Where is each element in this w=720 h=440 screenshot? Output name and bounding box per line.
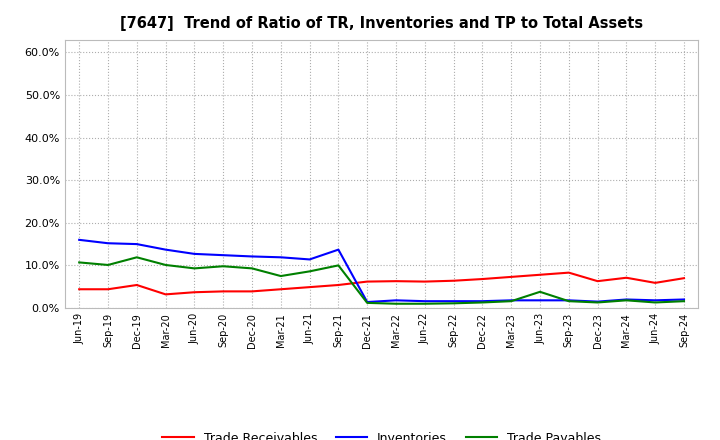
Line: Inventories: Inventories [79, 240, 684, 302]
Trade Receivables [219, 289, 228, 294]
Trade Payables [420, 301, 429, 306]
Trade Payables [132, 255, 141, 260]
Inventories [75, 237, 84, 242]
Inventories [536, 298, 544, 303]
Trade Receivables [276, 286, 285, 292]
Trade Payables [219, 264, 228, 269]
Inventories [420, 299, 429, 304]
Trade Receivables [132, 282, 141, 288]
Inventories [564, 298, 573, 303]
Trade Receivables [104, 286, 112, 292]
Trade Payables [248, 266, 256, 271]
Trade Receivables [622, 275, 631, 280]
Trade Receivables [564, 270, 573, 275]
Trade Payables [593, 300, 602, 305]
Line: Trade Receivables: Trade Receivables [79, 273, 684, 294]
Title: [7647]  Trend of Ratio of TR, Inventories and TP to Total Assets: [7647] Trend of Ratio of TR, Inventories… [120, 16, 643, 32]
Inventories [248, 254, 256, 259]
Trade Receivables [420, 279, 429, 284]
Trade Payables [449, 301, 458, 306]
Trade Receivables [190, 290, 199, 295]
Trade Receivables [507, 274, 516, 279]
Line: Trade Payables: Trade Payables [79, 257, 684, 304]
Inventories [680, 297, 688, 302]
Trade Payables [478, 300, 487, 305]
Trade Receivables [593, 279, 602, 284]
Legend: Trade Receivables, Inventories, Trade Payables: Trade Receivables, Inventories, Trade Pa… [157, 427, 606, 440]
Trade Receivables [161, 292, 170, 297]
Inventories [132, 242, 141, 247]
Trade Payables [680, 299, 688, 304]
Inventories [104, 241, 112, 246]
Trade Payables [536, 289, 544, 294]
Trade Receivables [334, 282, 343, 288]
Trade Payables [75, 260, 84, 265]
Trade Payables [507, 299, 516, 304]
Inventories [507, 298, 516, 303]
Trade Payables [276, 273, 285, 279]
Inventories [305, 257, 314, 262]
Trade Receivables [392, 279, 400, 284]
Trade Receivables [651, 280, 660, 286]
Inventories [392, 298, 400, 303]
Trade Receivables [449, 278, 458, 283]
Trade Receivables [680, 275, 688, 281]
Trade Payables [564, 299, 573, 304]
Trade Receivables [305, 285, 314, 290]
Trade Receivables [536, 272, 544, 277]
Trade Receivables [478, 276, 487, 282]
Trade Payables [622, 298, 631, 303]
Inventories [276, 255, 285, 260]
Trade Payables [104, 262, 112, 268]
Inventories [363, 299, 372, 304]
Trade Receivables [363, 279, 372, 284]
Trade Payables [334, 263, 343, 268]
Trade Payables [363, 300, 372, 305]
Inventories [478, 299, 487, 304]
Inventories [334, 247, 343, 252]
Trade Payables [651, 300, 660, 305]
Inventories [593, 299, 602, 304]
Trade Payables [392, 301, 400, 306]
Trade Receivables [75, 286, 84, 292]
Inventories [651, 298, 660, 303]
Inventories [449, 299, 458, 304]
Trade Receivables [248, 289, 256, 294]
Inventories [190, 251, 199, 257]
Inventories [219, 253, 228, 258]
Inventories [622, 297, 631, 302]
Trade Payables [161, 262, 170, 268]
Trade Payables [305, 269, 314, 274]
Inventories [161, 247, 170, 252]
Trade Payables [190, 266, 199, 271]
